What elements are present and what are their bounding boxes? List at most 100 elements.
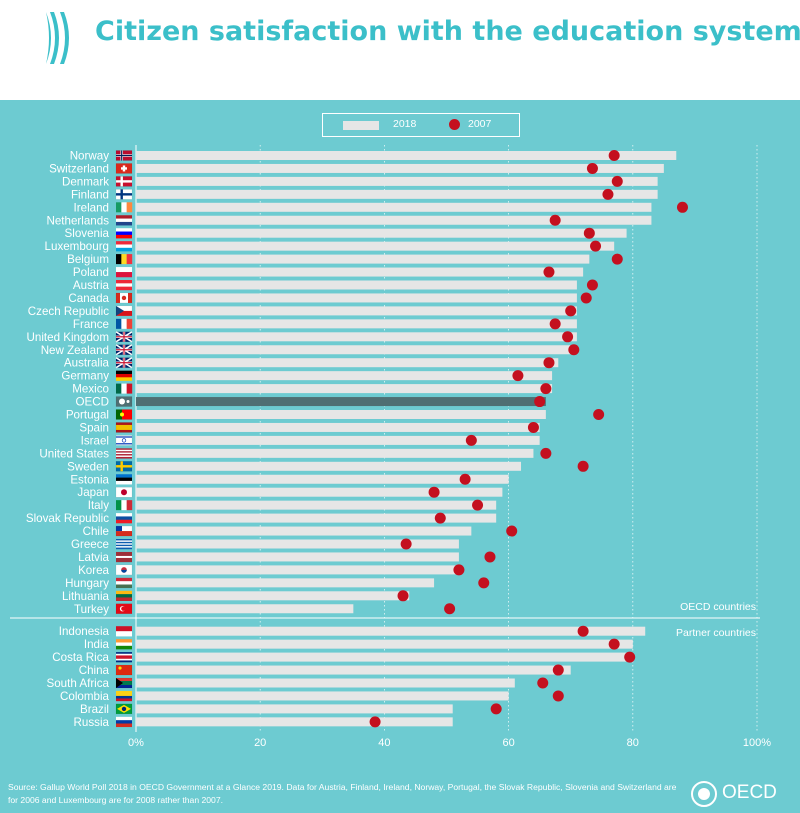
germany-flag-icon bbox=[116, 370, 132, 381]
flag-stripe bbox=[116, 454, 132, 456]
flag-stripe bbox=[116, 720, 132, 724]
finland-flag-icon bbox=[115, 189, 133, 200]
country-label: Slovak Republic bbox=[26, 512, 109, 525]
flag-stripe bbox=[116, 448, 132, 450]
bar-2018 bbox=[136, 332, 577, 342]
footer: Source: Gallup World Poll 2018 in OECD G… bbox=[0, 773, 800, 813]
dot-2007 bbox=[568, 344, 580, 356]
costarica-flag-icon bbox=[116, 652, 132, 663]
flag-part bbox=[121, 706, 127, 712]
flag-stripe bbox=[116, 553, 132, 557]
flag-stripe bbox=[121, 254, 127, 265]
bar-2018 bbox=[136, 397, 546, 407]
dot-2007 bbox=[397, 590, 409, 602]
flag-stripe bbox=[116, 655, 132, 658]
norway-flag-icon bbox=[115, 150, 133, 161]
bar-chart: 0% 20 40 60 80 100% OECD countries Partner coun… bbox=[10, 145, 771, 749]
country-label: Netherlands bbox=[46, 214, 109, 227]
country-label: Japan bbox=[77, 486, 109, 499]
dot-2007 bbox=[459, 473, 471, 485]
legend-label-2018: 2018 bbox=[393, 118, 417, 130]
switzerland-flag-icon bbox=[115, 163, 133, 174]
flag-stripe bbox=[116, 451, 132, 453]
oecd-logo: OECD bbox=[690, 780, 790, 808]
flag-part bbox=[126, 400, 130, 404]
flag-border bbox=[115, 487, 133, 498]
flag-stripe bbox=[116, 280, 132, 284]
flag-stripe bbox=[116, 597, 132, 601]
flag-border bbox=[115, 331, 133, 343]
country-label: Spain bbox=[79, 421, 109, 434]
bar-2018 bbox=[136, 306, 577, 316]
flag-stripe bbox=[116, 221, 132, 226]
flag-stripe bbox=[116, 577, 132, 582]
flag-stripe bbox=[116, 658, 132, 661]
country-label: Slovenia bbox=[65, 227, 110, 240]
country-label: Russia bbox=[74, 716, 110, 729]
country-label: Mexico bbox=[72, 383, 109, 396]
flag-part bbox=[116, 409, 122, 420]
flag-stripe bbox=[116, 500, 122, 511]
denmark-flag-icon bbox=[115, 176, 133, 187]
flag-part bbox=[121, 438, 127, 443]
flag-cross bbox=[120, 461, 123, 472]
dot-2007 bbox=[586, 162, 598, 174]
flag-stripe bbox=[121, 383, 127, 394]
dot-2007 bbox=[583, 227, 595, 239]
flag-stripe bbox=[116, 626, 132, 632]
flag-bg bbox=[116, 665, 132, 676]
country-label: Luxembourg bbox=[45, 240, 109, 253]
flag-stripe bbox=[126, 383, 133, 394]
portugal-flag-icon bbox=[115, 409, 133, 420]
country-label: Norway bbox=[70, 150, 110, 163]
flag-stripe bbox=[116, 716, 132, 721]
dot-2007 bbox=[400, 538, 412, 550]
flag-stripe bbox=[116, 228, 132, 232]
flag-part bbox=[116, 531, 132, 537]
flag-border bbox=[115, 677, 133, 689]
dot-2007 bbox=[590, 240, 602, 252]
bar-2018 bbox=[136, 578, 435, 588]
dot-2007 bbox=[602, 188, 614, 200]
dot-2007 bbox=[506, 525, 518, 537]
oecd-brand: OECD bbox=[722, 782, 777, 803]
country-label: Switzerland bbox=[49, 162, 109, 175]
flag-stripe bbox=[116, 377, 132, 381]
flag-stripe bbox=[116, 231, 132, 236]
group-label-partner: Partner countries bbox=[676, 627, 756, 639]
flag-stripe bbox=[116, 546, 132, 548]
flag-stripe bbox=[121, 500, 127, 511]
dot-2007 bbox=[484, 551, 496, 563]
flag-stripe bbox=[116, 547, 132, 550]
source-note: Source: Gallup World Poll 2018 in OECD G… bbox=[8, 782, 677, 805]
country-label: Poland bbox=[73, 266, 109, 279]
flag-stripe bbox=[116, 690, 132, 694]
flag-stripe bbox=[116, 373, 132, 378]
flag-part bbox=[119, 398, 125, 405]
slovenia-flag-icon bbox=[116, 228, 132, 239]
dot-2007 bbox=[478, 577, 490, 589]
flag-stripe bbox=[116, 539, 132, 541]
dot-2007 bbox=[549, 318, 561, 330]
flag-stripe bbox=[116, 541, 132, 544]
page-title: Citizen satisfaction with the education … bbox=[95, 16, 800, 47]
bar-2018 bbox=[136, 319, 577, 329]
flag-cross bbox=[121, 150, 123, 161]
flag-border bbox=[115, 703, 133, 715]
colombia-flag-icon bbox=[116, 690, 132, 702]
flag-border bbox=[115, 603, 133, 614]
country-label: Indonesia bbox=[59, 625, 110, 638]
country-label: Latvia bbox=[78, 551, 109, 564]
flag-part bbox=[123, 357, 125, 368]
brazil-flag-icon bbox=[115, 703, 133, 715]
bar-2018 bbox=[136, 267, 584, 277]
southafrica-flag-icon bbox=[115, 677, 133, 689]
flag-stripe bbox=[116, 241, 132, 245]
flag-part bbox=[121, 489, 127, 496]
flag-part bbox=[121, 606, 126, 611]
dot-2007 bbox=[586, 279, 598, 291]
flag-stripe bbox=[116, 254, 122, 265]
flag-stripe bbox=[116, 559, 132, 563]
bar-2018 bbox=[136, 254, 590, 264]
poland-flag-icon bbox=[116, 267, 132, 278]
